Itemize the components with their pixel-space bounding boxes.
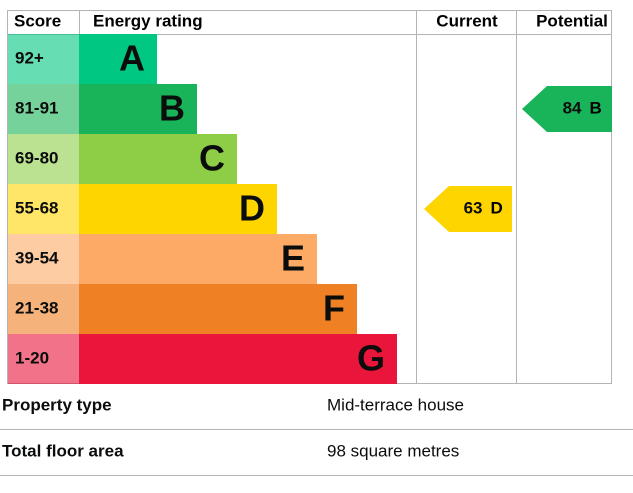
current-arrow xyxy=(424,186,512,232)
score-range: 69-80 xyxy=(15,148,58,167)
property-value: 98 square metres xyxy=(327,441,459,460)
header-potential: Potential xyxy=(536,11,608,30)
score-cell xyxy=(8,334,79,384)
header-current: Current xyxy=(436,11,498,30)
rating-bar xyxy=(79,234,317,284)
property-label: Total floor area xyxy=(2,441,124,460)
header-rating: Energy rating xyxy=(93,11,203,30)
score-range: 21-38 xyxy=(15,298,58,317)
rating-letter: A xyxy=(119,38,145,79)
score-cell xyxy=(8,284,79,334)
rating-bar xyxy=(79,134,237,184)
rating-bar xyxy=(79,184,277,234)
score-cell xyxy=(8,34,79,84)
score-cell xyxy=(8,234,79,284)
rating-bar xyxy=(79,334,397,384)
score-range: 55-68 xyxy=(15,198,58,217)
potential-arrow xyxy=(522,86,612,132)
rating-letter: G xyxy=(357,338,385,379)
header-score: Score xyxy=(14,11,61,30)
score-cell xyxy=(8,184,79,234)
rating-letter: B xyxy=(159,88,185,129)
current-letter: D xyxy=(491,198,503,217)
rating-letter: E xyxy=(281,238,305,279)
score-cell xyxy=(8,84,79,134)
rating-letter: C xyxy=(199,138,225,179)
rating-bar xyxy=(79,84,197,134)
rating-bar xyxy=(79,284,357,334)
property-value: Mid-terrace house xyxy=(327,395,464,414)
rating-letter: D xyxy=(239,188,265,229)
property-label: Property type xyxy=(2,395,112,414)
score-range: 92+ xyxy=(15,48,44,67)
current-value: 63 xyxy=(464,198,483,217)
score-range: 1-20 xyxy=(15,348,49,367)
rating-letter: F xyxy=(323,288,345,329)
potential-value: 84 xyxy=(563,98,582,117)
score-cell xyxy=(8,134,79,184)
score-range: 39-54 xyxy=(15,248,59,267)
potential-letter: B xyxy=(590,98,602,117)
rating-bar xyxy=(79,34,157,84)
score-range: 81-91 xyxy=(15,98,58,117)
